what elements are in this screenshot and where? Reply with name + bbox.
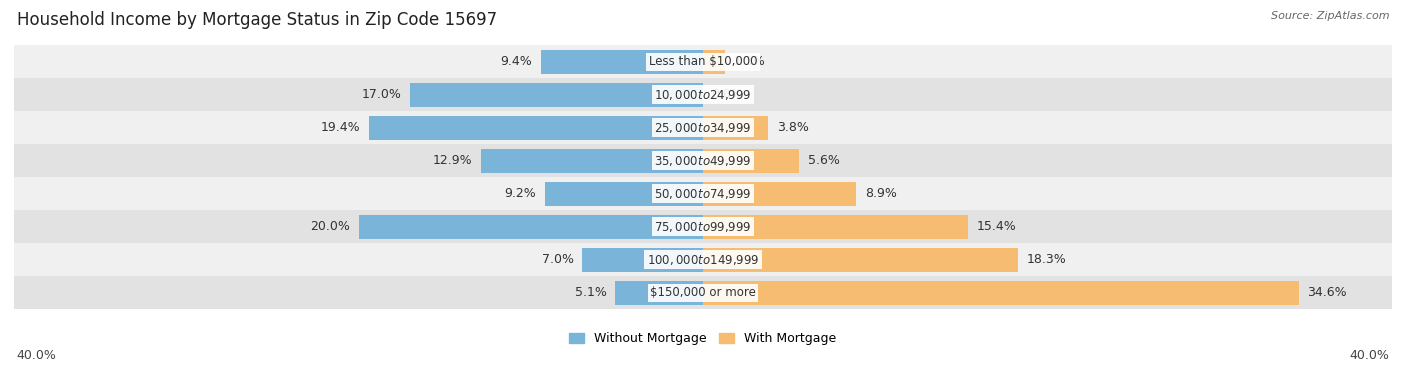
Bar <box>703 50 725 74</box>
Text: 0.0%: 0.0% <box>711 88 744 101</box>
Bar <box>703 281 1299 305</box>
Text: 9.2%: 9.2% <box>505 187 536 200</box>
Bar <box>544 182 703 205</box>
Bar <box>703 248 1018 271</box>
Bar <box>14 111 1392 144</box>
Text: 5.1%: 5.1% <box>575 286 606 299</box>
Text: 3.8%: 3.8% <box>778 121 808 134</box>
Bar <box>481 149 703 173</box>
Bar <box>703 182 856 205</box>
Text: 5.6%: 5.6% <box>808 154 839 167</box>
Text: Less than $10,000: Less than $10,000 <box>648 55 758 68</box>
Text: 9.4%: 9.4% <box>501 55 533 68</box>
Bar <box>14 210 1392 243</box>
Text: $150,000 or more: $150,000 or more <box>650 286 756 299</box>
Bar <box>359 215 703 239</box>
Text: Household Income by Mortgage Status in Zip Code 15697: Household Income by Mortgage Status in Z… <box>17 11 496 29</box>
Bar <box>703 149 800 173</box>
Text: 15.4%: 15.4% <box>977 220 1017 233</box>
Text: $25,000 to $34,999: $25,000 to $34,999 <box>654 121 752 135</box>
Bar <box>14 78 1392 111</box>
Bar <box>582 248 703 271</box>
Text: 1.3%: 1.3% <box>734 55 766 68</box>
Legend: Without Mortgage, With Mortgage: Without Mortgage, With Mortgage <box>564 327 842 350</box>
Bar <box>14 45 1392 78</box>
Text: 12.9%: 12.9% <box>433 154 472 167</box>
Text: $10,000 to $24,999: $10,000 to $24,999 <box>654 88 752 102</box>
Text: 40.0%: 40.0% <box>1350 349 1389 362</box>
Bar <box>14 177 1392 210</box>
Text: $100,000 to $149,999: $100,000 to $149,999 <box>647 253 759 267</box>
Bar <box>14 276 1392 309</box>
Text: 34.6%: 34.6% <box>1308 286 1347 299</box>
Text: $75,000 to $99,999: $75,000 to $99,999 <box>654 220 752 234</box>
Text: 8.9%: 8.9% <box>865 187 897 200</box>
Bar <box>616 281 703 305</box>
Text: $35,000 to $49,999: $35,000 to $49,999 <box>654 154 752 168</box>
Text: 18.3%: 18.3% <box>1026 253 1067 266</box>
Bar <box>14 144 1392 177</box>
Bar <box>703 116 769 139</box>
Text: 19.4%: 19.4% <box>321 121 360 134</box>
Text: $50,000 to $74,999: $50,000 to $74,999 <box>654 187 752 201</box>
Bar <box>703 215 969 239</box>
Text: 20.0%: 20.0% <box>311 220 350 233</box>
Text: Source: ZipAtlas.com: Source: ZipAtlas.com <box>1271 11 1389 21</box>
Text: 40.0%: 40.0% <box>17 349 56 362</box>
Text: 7.0%: 7.0% <box>541 253 574 266</box>
Bar <box>541 50 703 74</box>
Bar <box>368 116 703 139</box>
Bar <box>411 83 703 107</box>
Text: 17.0%: 17.0% <box>361 88 402 101</box>
Bar <box>14 243 1392 276</box>
